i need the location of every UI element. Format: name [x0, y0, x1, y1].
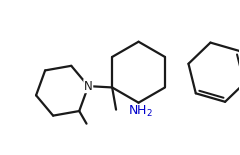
Text: NH$_2$: NH$_2$ — [128, 103, 153, 119]
Text: N: N — [84, 80, 93, 93]
